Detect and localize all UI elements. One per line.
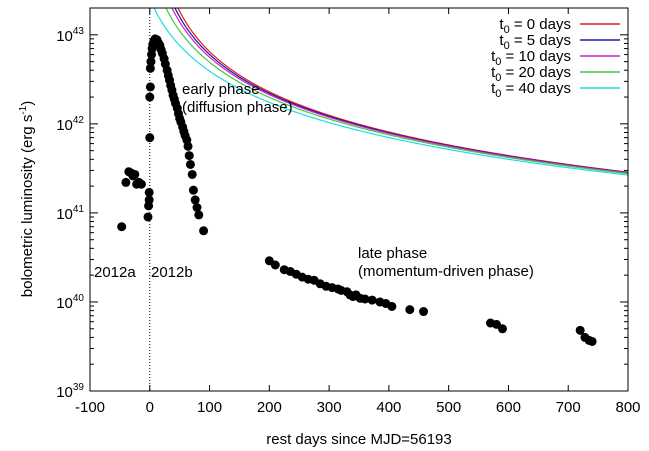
y-tick-label: 1039 (56, 382, 84, 401)
data-point (419, 307, 429, 317)
data-point (146, 57, 156, 67)
x-tick-label: 800 (615, 399, 640, 416)
event-2012b-label: 2012b (151, 264, 193, 281)
legend-label: t0 = 40 days (491, 80, 571, 100)
late-phase-annotation-sub: (momentum-driven phase) (358, 263, 534, 280)
y-tick-label: 1040 (56, 293, 84, 312)
plot-frame (89, 7, 629, 392)
data-point (270, 260, 280, 270)
data-point (143, 212, 153, 222)
data-point (367, 295, 377, 305)
data-point (575, 325, 585, 335)
data-point (187, 169, 197, 179)
data-point (192, 202, 202, 212)
legend-label: t0 = 10 days (491, 48, 571, 68)
data-point (144, 187, 154, 197)
x-axis-ticks: -100 0 100 200 300 400 500 600 700 800 (75, 8, 641, 416)
data-point (587, 336, 597, 346)
event-2012a-label: 2012a (94, 264, 136, 281)
y-axis-label: bolometric luminosity (erg s-1) (18, 101, 36, 297)
data-point (185, 159, 195, 169)
data-point (130, 169, 140, 179)
model-curves (153, 8, 628, 176)
legend-label: t0 = 5 days (499, 32, 571, 52)
model-curve-t0-40 (153, 8, 628, 176)
x-tick-label: 700 (556, 399, 581, 416)
x-tick-label: 400 (376, 399, 401, 416)
data-point (199, 226, 209, 236)
data-point (121, 177, 131, 187)
data-point (184, 151, 194, 161)
data-points (117, 34, 597, 346)
data-point (136, 179, 146, 189)
x-tick-label: 100 (197, 399, 222, 416)
legend-label: t0 = 0 days (499, 16, 571, 36)
data-point (117, 222, 127, 232)
data-point (497, 324, 507, 334)
data-point (387, 301, 397, 311)
y-tick-label: 1041 (56, 204, 84, 223)
x-tick-label: 600 (496, 399, 521, 416)
y-tick-label: 1042 (56, 115, 84, 134)
model-curve-t0-10 (171, 8, 628, 174)
y-axis-ticks: 1039 1040 1041 1042 1043 (56, 7, 628, 401)
late-phase-annotation: late phase (358, 245, 427, 262)
early-phase-annotation: early phase (182, 81, 260, 98)
data-point (405, 305, 415, 315)
data-point (183, 141, 193, 151)
x-tick-label: -100 (75, 399, 105, 416)
x-tick-label: 0 (146, 399, 154, 416)
legend-label: t0 = 20 days (491, 64, 571, 84)
x-tick-label: 300 (317, 399, 342, 416)
x-tick-label: 500 (436, 399, 461, 416)
x-tick-label: 200 (257, 399, 282, 416)
data-point (145, 133, 155, 143)
data-point (360, 294, 370, 304)
data-point (188, 185, 198, 195)
data-point (145, 82, 155, 92)
data-point (145, 92, 155, 102)
data-point (144, 195, 154, 205)
data-point (194, 210, 204, 220)
data-point (145, 63, 155, 73)
x-axis-label: rest days since MJD=56193 (266, 431, 452, 448)
early-phase-annotation-sub: (diffusion phase) (182, 99, 293, 116)
data-point (190, 195, 200, 205)
y-tick-label: 1043 (56, 26, 84, 45)
model-curve-t0-20 (165, 8, 628, 175)
